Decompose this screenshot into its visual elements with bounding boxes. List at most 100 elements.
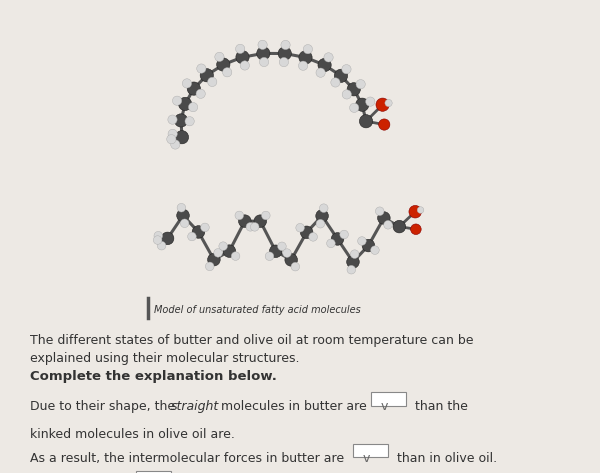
Circle shape xyxy=(356,98,369,111)
Circle shape xyxy=(376,207,384,216)
Circle shape xyxy=(219,242,227,250)
Circle shape xyxy=(231,252,240,261)
Circle shape xyxy=(240,61,250,70)
Circle shape xyxy=(376,98,389,111)
Text: The different states of butter and olive oil at room temperature can be
explaine: The different states of butter and olive… xyxy=(30,334,473,365)
Circle shape xyxy=(246,222,254,231)
Text: v: v xyxy=(363,452,370,465)
Circle shape xyxy=(362,239,375,252)
Circle shape xyxy=(254,215,266,228)
Text: kinked molecules in olive oil are.: kinked molecules in olive oil are. xyxy=(30,428,235,440)
Circle shape xyxy=(303,44,313,54)
Circle shape xyxy=(175,131,188,144)
Circle shape xyxy=(200,223,209,232)
Circle shape xyxy=(342,90,352,99)
Circle shape xyxy=(217,58,230,71)
Circle shape xyxy=(177,203,185,212)
Circle shape xyxy=(235,211,244,220)
Circle shape xyxy=(208,254,220,266)
Circle shape xyxy=(197,64,206,73)
Circle shape xyxy=(301,226,313,238)
Circle shape xyxy=(334,69,347,82)
Text: Due to their shape, the: Due to their shape, the xyxy=(30,400,179,413)
Circle shape xyxy=(347,265,356,274)
Circle shape xyxy=(236,51,249,64)
Circle shape xyxy=(278,47,292,60)
Circle shape xyxy=(223,245,236,257)
Text: Model of unsaturated fatty acid molecules: Model of unsaturated fatty acid molecule… xyxy=(154,305,361,315)
Circle shape xyxy=(316,219,325,228)
FancyBboxPatch shape xyxy=(353,444,388,457)
Circle shape xyxy=(356,79,365,89)
Circle shape xyxy=(359,114,373,128)
Text: v: v xyxy=(381,400,388,413)
Circle shape xyxy=(161,232,174,245)
Circle shape xyxy=(215,52,224,61)
Circle shape xyxy=(279,57,289,67)
Circle shape xyxy=(347,83,361,96)
Circle shape xyxy=(177,209,190,222)
Circle shape xyxy=(331,78,340,87)
Circle shape xyxy=(316,210,328,222)
Circle shape xyxy=(384,220,392,229)
Circle shape xyxy=(358,236,366,245)
Circle shape xyxy=(265,252,274,261)
Circle shape xyxy=(214,249,223,257)
Circle shape xyxy=(168,129,178,139)
Circle shape xyxy=(175,114,188,127)
Circle shape xyxy=(326,239,335,248)
Circle shape xyxy=(259,57,269,67)
Circle shape xyxy=(236,44,245,53)
Circle shape xyxy=(296,223,304,232)
Circle shape xyxy=(167,134,176,144)
Circle shape xyxy=(393,220,406,233)
Circle shape xyxy=(350,103,359,113)
Circle shape xyxy=(187,82,200,95)
Circle shape xyxy=(371,246,379,254)
Text: straight: straight xyxy=(170,400,218,413)
Circle shape xyxy=(283,249,292,257)
Text: than the: than the xyxy=(411,400,468,413)
Circle shape xyxy=(365,97,375,106)
Circle shape xyxy=(257,47,270,60)
Circle shape xyxy=(250,223,259,231)
Circle shape xyxy=(379,119,390,130)
Circle shape xyxy=(205,262,214,271)
Circle shape xyxy=(319,204,328,212)
Circle shape xyxy=(239,215,251,228)
Circle shape xyxy=(291,263,299,271)
Circle shape xyxy=(172,96,182,105)
Circle shape xyxy=(417,207,424,213)
Circle shape xyxy=(285,254,298,266)
Circle shape xyxy=(409,205,422,218)
FancyBboxPatch shape xyxy=(136,471,171,473)
Circle shape xyxy=(269,245,282,258)
Circle shape xyxy=(309,233,317,241)
Circle shape xyxy=(410,224,421,235)
Circle shape xyxy=(223,68,232,77)
Circle shape xyxy=(340,230,349,239)
Circle shape xyxy=(170,140,180,149)
Circle shape xyxy=(182,79,191,88)
Text: As a result, the intermolecular forces in butter are: As a result, the intermolecular forces i… xyxy=(30,452,344,465)
Circle shape xyxy=(262,211,270,220)
Circle shape xyxy=(299,51,312,64)
Circle shape xyxy=(258,40,267,50)
Circle shape xyxy=(342,65,351,74)
Circle shape xyxy=(347,255,359,268)
Text: than in olive oil.: than in olive oil. xyxy=(393,452,497,465)
Circle shape xyxy=(157,241,166,250)
Circle shape xyxy=(208,77,217,87)
Text: molecules in butter are: molecules in butter are xyxy=(217,400,367,413)
Circle shape xyxy=(196,89,205,98)
Circle shape xyxy=(168,115,177,124)
Circle shape xyxy=(350,250,359,258)
Circle shape xyxy=(178,97,192,111)
Circle shape xyxy=(318,58,331,71)
Circle shape xyxy=(200,69,214,82)
Circle shape xyxy=(385,99,392,107)
Circle shape xyxy=(154,236,162,245)
Circle shape xyxy=(281,40,290,50)
Text: Complete the explanation below.: Complete the explanation below. xyxy=(30,370,277,383)
Circle shape xyxy=(377,212,390,224)
